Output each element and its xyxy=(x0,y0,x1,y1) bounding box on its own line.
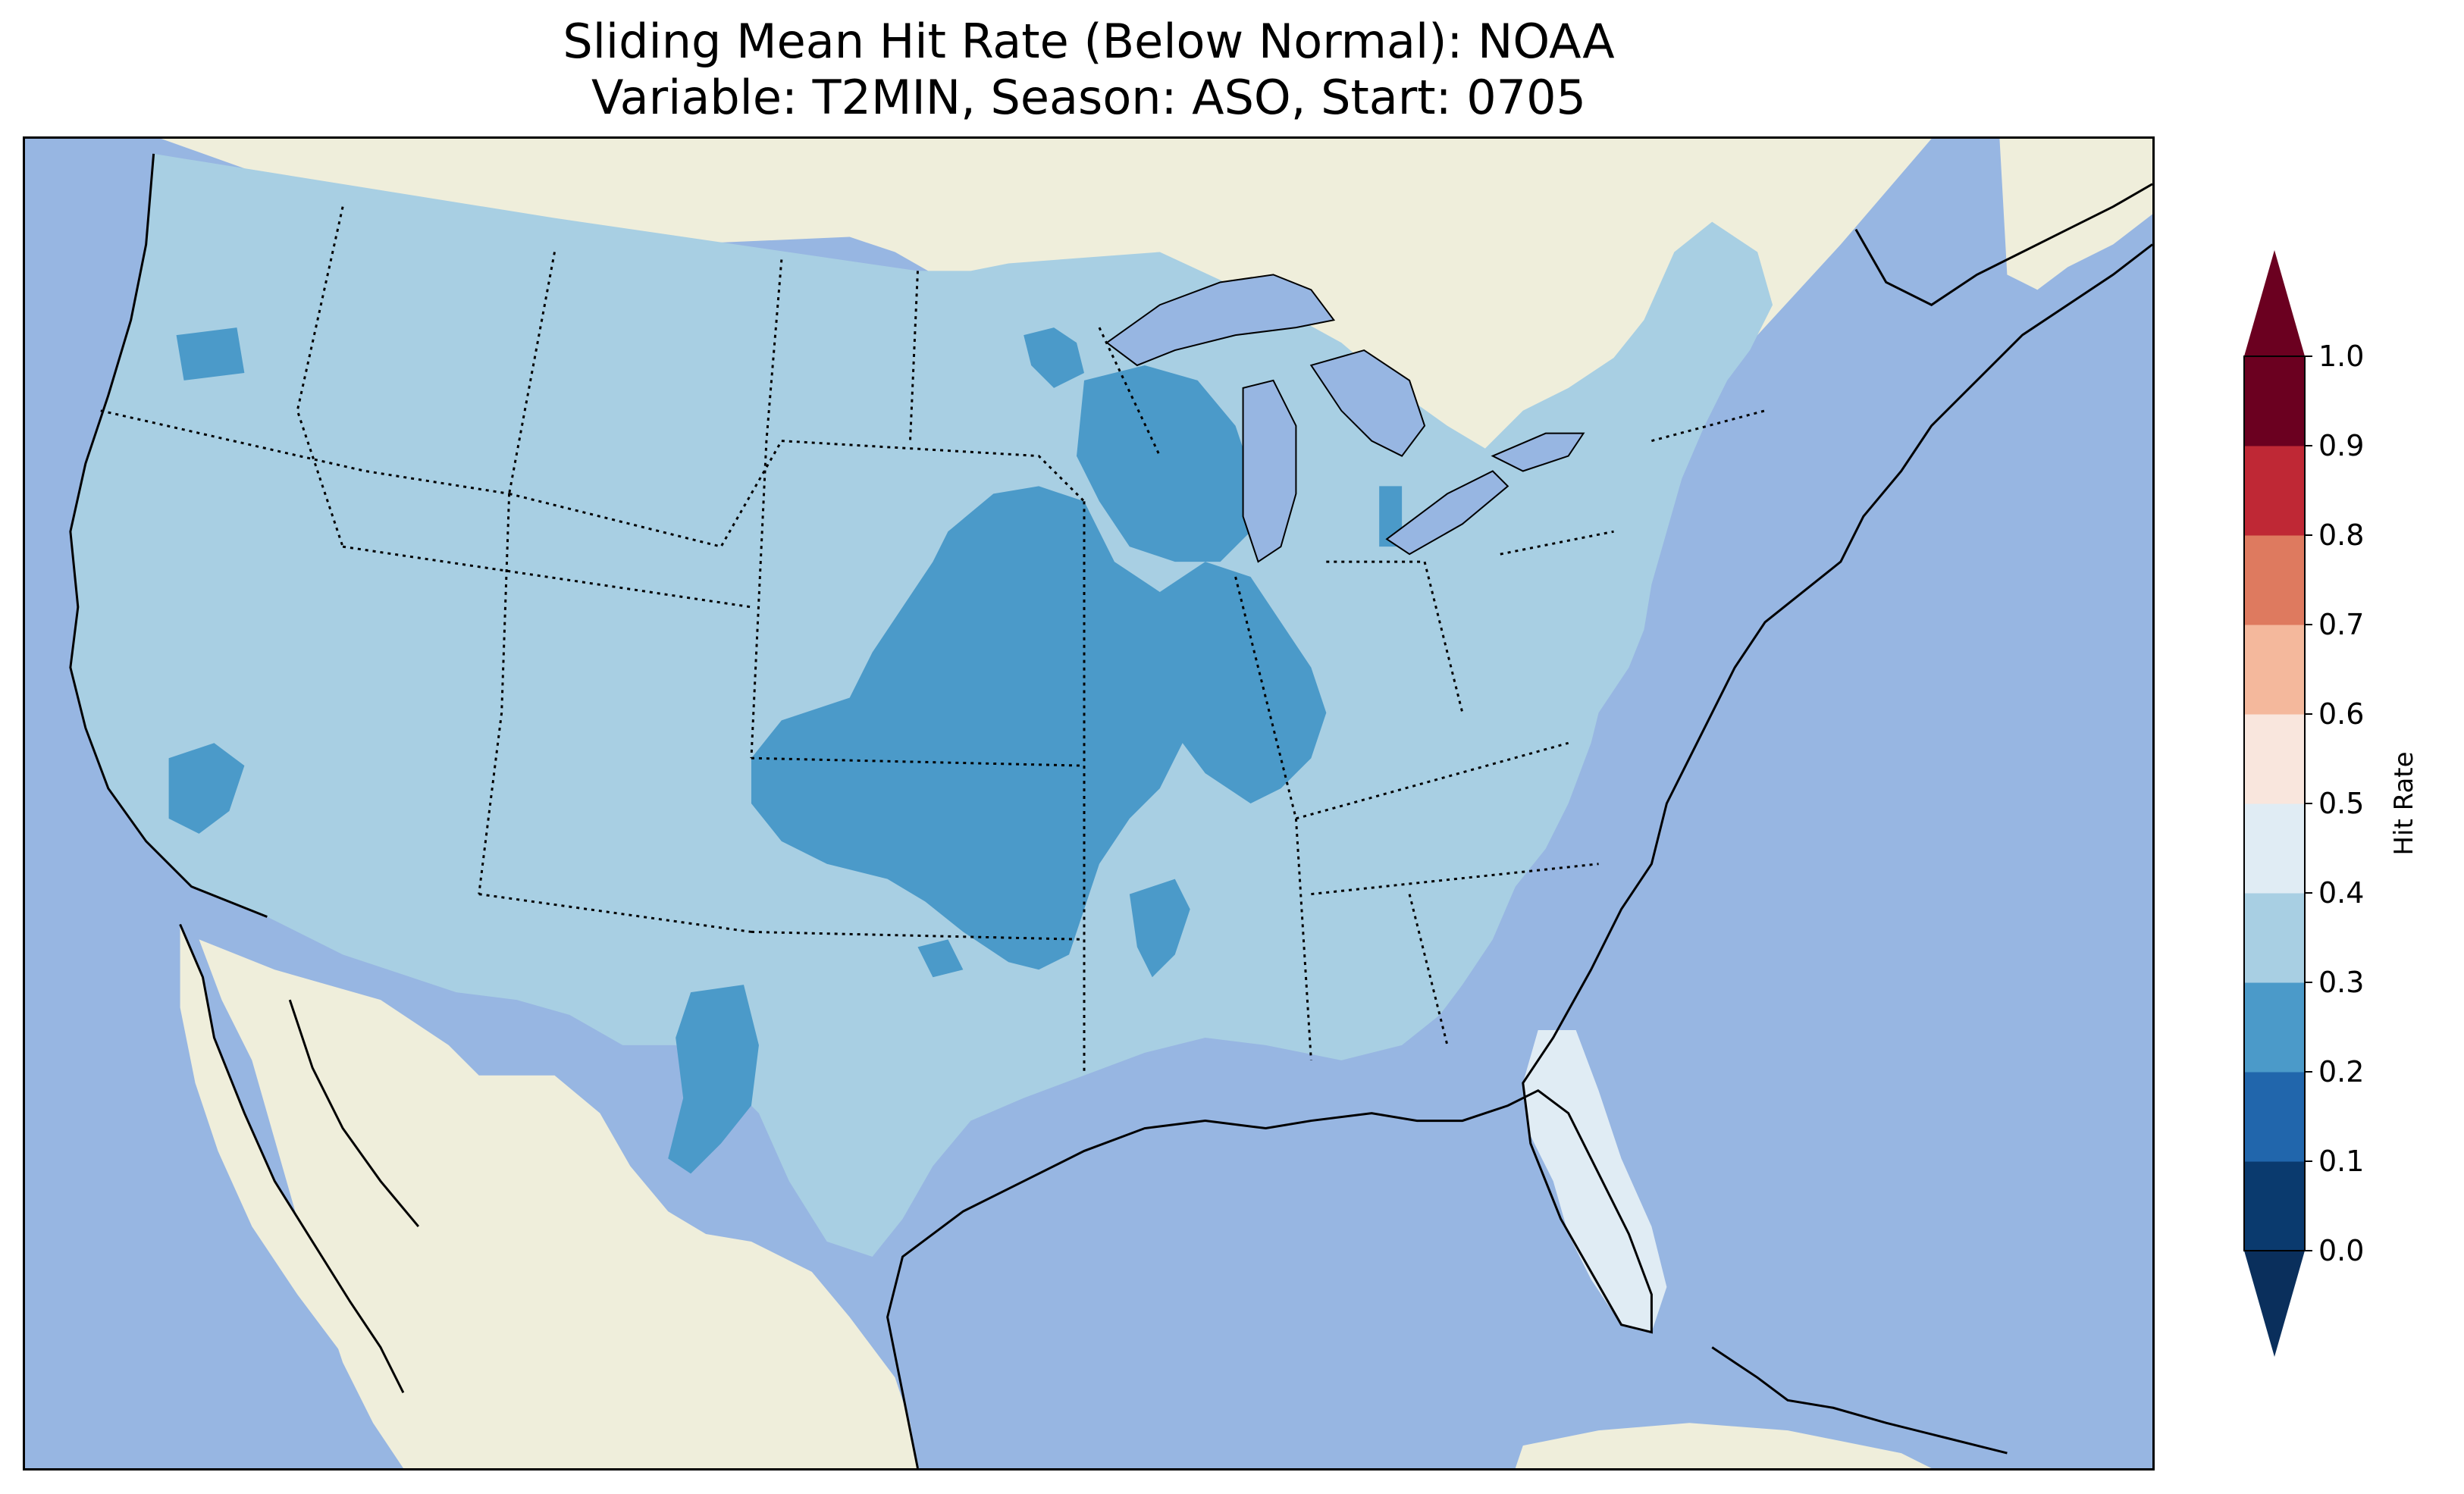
state-border-line xyxy=(508,252,556,494)
west-texas-region xyxy=(668,985,759,1174)
coastline-line xyxy=(1854,183,2152,306)
colorbar-bin xyxy=(2244,982,2305,1073)
map-panel xyxy=(23,136,2155,1471)
colorbar-tick-label: 0.5 xyxy=(2318,787,2364,820)
state-border-line xyxy=(1098,327,1161,457)
coastline-line xyxy=(288,999,420,1228)
low-hit-rate-areas xyxy=(168,327,1403,1174)
colorbar-tick-label: 0.0 xyxy=(2318,1234,2364,1267)
colorbar-bin xyxy=(2244,1161,2305,1251)
colorbar-label: Hit Rate xyxy=(2389,751,2419,855)
state-border-line xyxy=(1296,741,1569,820)
colorbar-tick-label: 1.0 xyxy=(2318,340,2364,373)
coastlines xyxy=(69,153,2152,1468)
colorbar-tick-label: 0.6 xyxy=(2318,697,2364,731)
lake-michigan xyxy=(1242,379,1297,563)
state-border-line xyxy=(296,206,344,547)
lake-erie xyxy=(1385,470,1509,556)
central-plains-region xyxy=(751,486,1327,970)
state-border-line xyxy=(751,756,1085,767)
southern-california-region xyxy=(168,743,245,834)
colorbar-tick-label: 0.1 xyxy=(2318,1145,2364,1178)
colorbar-tick-label: 0.4 xyxy=(2318,876,2364,910)
lake-huron xyxy=(1309,349,1426,457)
lake-superior xyxy=(1105,274,1336,367)
state-border-line xyxy=(781,440,1086,503)
title-line-1: Sliding Mean Hit Rate (Below Normal): NO… xyxy=(563,14,1615,69)
oregon-region xyxy=(176,327,245,381)
colorbar-tick-label: 0.3 xyxy=(2318,966,2364,999)
colorbar-bin xyxy=(2244,1072,2305,1162)
colorbar-tick-label: 0.8 xyxy=(2318,518,2364,552)
state-border-line xyxy=(750,259,783,759)
state-border-line xyxy=(751,930,1085,941)
state-border-line xyxy=(1311,863,1599,896)
colorbar-extend-max xyxy=(2244,250,2305,356)
coastline-line xyxy=(69,153,268,918)
colorbar-bin xyxy=(2244,625,2305,715)
oklahoma-spot xyxy=(917,939,964,978)
colorbar: 0.0 0.1 0.2 0.3 0.4 0.5 0.6 0.7 0.8 0.9 1.0 Hit Ra… xyxy=(2243,250,2419,1357)
state-borders xyxy=(100,206,1766,1076)
great-lakes xyxy=(1105,274,1585,563)
title-line-2: Variable: T2MIN, Season: ASO, Start: 070… xyxy=(591,70,1586,125)
colorbar-tick-label: 0.9 xyxy=(2318,429,2364,462)
missouri-arkansas-region xyxy=(1129,879,1190,978)
colorbar-ticks: 0.0 0.1 0.2 0.3 0.4 0.5 0.6 0.7 0.8 0.9 1.0 xyxy=(2305,340,2364,1267)
maritime-land xyxy=(1999,139,2152,290)
colorbar-bin xyxy=(2244,714,2305,804)
lake-ontario xyxy=(1491,432,1585,472)
wisconsin-region xyxy=(1077,365,1251,562)
colorbar-bins xyxy=(2244,356,2305,1251)
state-border-line xyxy=(342,545,752,609)
state-border-line xyxy=(1234,576,1312,1060)
colorbar-bin xyxy=(2244,535,2305,625)
map-title: Sliding Mean Hit Rate (Below Normal): NO… xyxy=(23,14,2155,126)
colorbar-bin xyxy=(2244,803,2305,894)
state-border-line xyxy=(1408,894,1449,1046)
colorbar-bin xyxy=(2244,893,2305,983)
cuba-land xyxy=(1515,1423,1932,1468)
colorbar-bin xyxy=(2244,446,2305,536)
colorbar-tick-label: 0.7 xyxy=(2318,608,2364,641)
coastline-line xyxy=(1711,1346,2008,1455)
colorbar-extend-min xyxy=(2244,1251,2305,1357)
baja-land xyxy=(180,924,403,1408)
colorbar-bin xyxy=(2244,356,2305,446)
upper-midwest-region xyxy=(1024,327,1085,388)
coastline-line xyxy=(886,243,2152,1468)
state-border-line xyxy=(478,893,752,933)
us-map xyxy=(25,139,2152,1468)
colorbar-tick-label: 0.2 xyxy=(2318,1055,2364,1088)
state-border-line xyxy=(478,493,511,894)
coastline-line xyxy=(179,923,405,1394)
mexico-land xyxy=(199,939,918,1468)
state-border-line xyxy=(909,271,919,441)
state-border-line xyxy=(1326,560,1464,713)
